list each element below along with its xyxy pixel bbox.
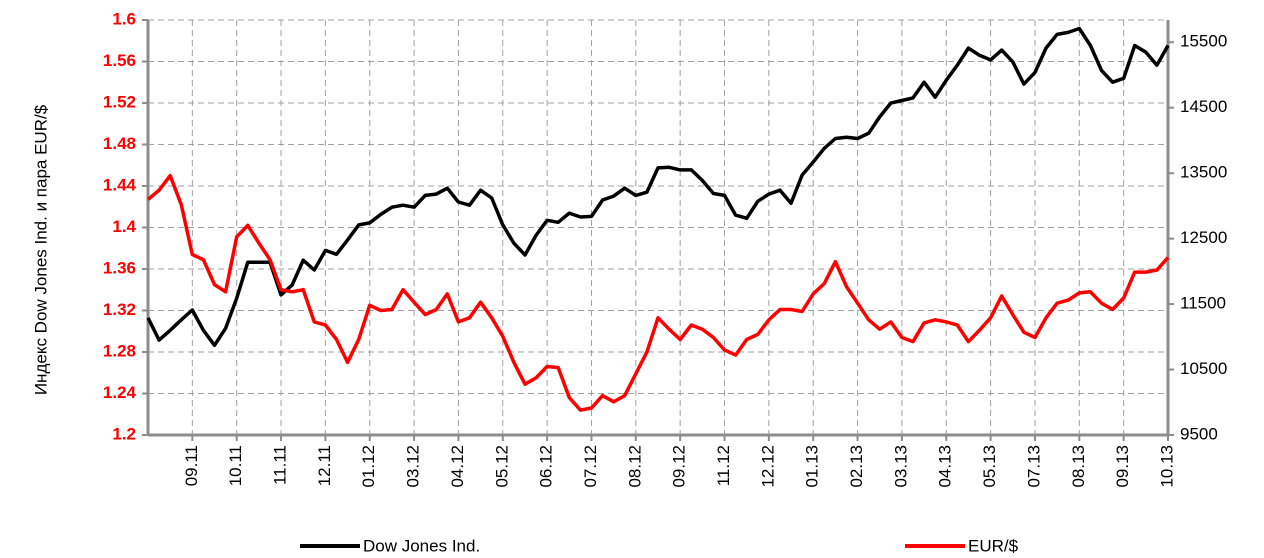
y2-tick-label: 9500 [1180, 424, 1218, 443]
legend-label: Dow Jones Ind. [363, 536, 480, 555]
x-tick-label: 04.12 [448, 445, 467, 488]
x-tick-label: 06.12 [537, 445, 556, 488]
x-tick-label: 09.12 [670, 445, 689, 488]
y-tick-label: 1.24 [103, 383, 137, 402]
y2-tick-label: 14500 [1180, 97, 1227, 116]
x-tick-label: 11.12 [714, 445, 733, 486]
y-tick-label: 1.4 [112, 217, 136, 236]
x-tick-label: 10.13 [1157, 445, 1176, 488]
y2-tick-label: 11500 [1180, 294, 1226, 313]
x-tick-label: 05.13 [980, 445, 999, 488]
x-tick-label: 12.11 [315, 445, 334, 486]
y2-tick-label: 12500 [1180, 228, 1227, 247]
y-axis-title: Индекс Dow Jones Ind. и пара EUR/$ [31, 104, 50, 395]
x-tick-label: 03.13 [891, 445, 910, 488]
x-tick-label: 03.12 [404, 445, 423, 488]
y2-tick-label: 15500 [1180, 32, 1227, 51]
y-tick-label: 1.6 [112, 9, 136, 28]
legend-label: EUR/$ [968, 536, 1019, 555]
x-tick-label: 12.12 [758, 445, 777, 488]
x-tick-label: 01.12 [359, 445, 378, 488]
y2-tick-label: 13500 [1180, 163, 1227, 182]
x-tick-label: 07.13 [1024, 445, 1043, 488]
x-tick-label: 08.13 [1069, 445, 1088, 488]
y-tick-label: 1.32 [103, 300, 136, 319]
x-tick-label: 02.13 [847, 445, 866, 488]
y-tick-label: 1.52 [103, 92, 136, 111]
x-tick-label: 04.13 [936, 445, 955, 488]
y-tick-label: 1.36 [103, 258, 136, 277]
y-tick-label: 1.28 [103, 341, 136, 360]
x-tick-label: 09.11 [182, 445, 201, 486]
x-tick-label: 10.11 [226, 445, 245, 486]
x-tick-label: 08.12 [625, 445, 644, 488]
line-series [146, 173, 1170, 412]
y-tick-label: 1.44 [103, 175, 137, 194]
x-tick-label: 05.12 [492, 445, 511, 488]
y-tick-label: 1.48 [103, 134, 136, 153]
y2-tick-label: 10500 [1180, 359, 1227, 378]
x-tick-label: 09.13 [1113, 445, 1132, 488]
x-tick-label: 07.12 [581, 445, 600, 488]
y-tick-label: 1.2 [112, 424, 136, 443]
x-tick-label: 01.13 [803, 445, 822, 488]
y-tick-label: 1.56 [103, 51, 136, 70]
x-tick-label: 11.11 [271, 445, 290, 485]
line-series [146, 26, 1170, 348]
